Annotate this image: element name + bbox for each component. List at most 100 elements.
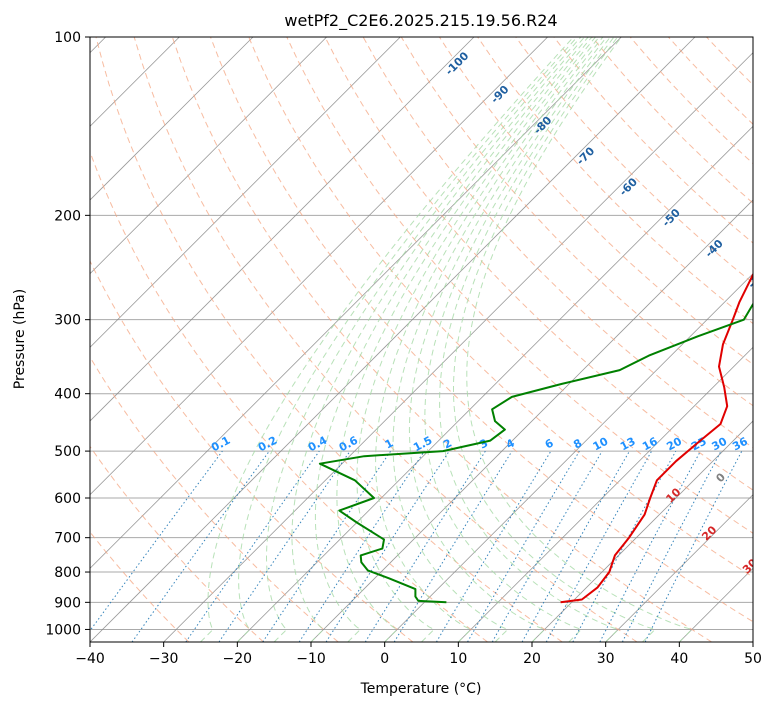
x-tick-label: −20: [223, 651, 253, 667]
dry-adiabat-line: [515, 37, 753, 284]
dry-adiabat-line: [90, 531, 190, 642]
dry-adiabat-line: [324, 37, 753, 491]
mixing-ratio-line: [435, 450, 552, 642]
mixing-ratio-label: 30: [710, 435, 730, 454]
x-tick-label: 30: [597, 651, 615, 667]
adiabat-label: -100: [443, 49, 472, 78]
mixing-ratio-line: [325, 450, 450, 642]
dry-adiabat-line: [90, 445, 264, 642]
mixing-ratio-label: 16: [640, 435, 660, 454]
dry-adiabat-line: [95, 37, 563, 642]
moist-adiabat-line: [236, 37, 578, 642]
y-tick-label: 800: [54, 565, 81, 581]
adiabat-label: -90: [488, 83, 511, 106]
y-tick-label: 600: [54, 491, 81, 507]
moist-adiabat-line: [200, 37, 574, 642]
dry-adiabat-line: [133, 37, 638, 642]
y-tick-label: 700: [54, 531, 81, 547]
moist-adiabat-line: [266, 37, 582, 642]
x-axis-label: Temperature (°C): [360, 681, 482, 697]
mixing-ratio-label: 6: [543, 436, 556, 451]
dry-adiabat-line: [210, 37, 753, 623]
y-tick-label: 200: [54, 208, 81, 224]
x-tick-label: 50: [744, 651, 762, 667]
isotherm-line: [752, 641, 753, 642]
mixing-ratio-label: 20: [664, 435, 684, 454]
mixing-ratio-line: [262, 450, 392, 642]
chart-title: wetPf2_C2E6.2025.215.19.56.R24: [284, 11, 557, 31]
mixing-ratio-line: [185, 450, 320, 642]
x-tick-label: −30: [149, 651, 179, 667]
x-tick-label: 0: [380, 651, 389, 667]
background-lines: [90, 37, 753, 642]
dry-adiabat-line: [90, 356, 339, 642]
mixing-ratio-label: 36: [730, 435, 750, 454]
moist-adiabat-line: [291, 37, 585, 642]
mixing-ratio-label: 4: [504, 436, 517, 451]
x-tick-label: −10: [296, 651, 326, 667]
x-tick-label: 10: [449, 651, 467, 667]
isotherm-line: [384, 273, 753, 642]
mixing-ratio-line: [218, 450, 351, 642]
dewpoint-line: [318, 302, 753, 604]
y-tick-label: 1000: [45, 622, 81, 638]
dry-adiabat-line: [706, 37, 753, 86]
y-tick-label: 500: [54, 444, 81, 460]
mixing-ratio-label: 25: [689, 435, 709, 454]
isotherm-line: [458, 346, 753, 642]
x-tick-label: 20: [523, 651, 541, 667]
moist-adiabat-line: [392, 37, 604, 642]
isotherm-line: [90, 37, 696, 642]
y-tick-label: 400: [54, 387, 81, 403]
moist-adiabat-line: [408, 37, 607, 642]
isotherm-line: [237, 125, 753, 642]
profile-series: [318, 272, 753, 604]
y-axis-label: Pressure (hPa): [12, 289, 28, 389]
moist-adiabat-line: [314, 37, 589, 642]
dry-adiabat-line: [90, 150, 488, 642]
isotherm-line: [90, 37, 254, 201]
adiabat-label: -70: [574, 144, 597, 167]
moist-adiabat-line: [375, 37, 600, 642]
moist-adiabat-line: [466, 37, 693, 642]
adiabat-label: 10: [664, 485, 684, 505]
adiabat-label: -30: [745, 268, 768, 291]
mixing-ratio-line: [572, 450, 677, 642]
y-tick-label: 900: [54, 595, 81, 611]
isotherm-line: [531, 420, 753, 642]
dry-adiabat-line: [90, 259, 414, 642]
mixing-ratio-line: [521, 450, 630, 642]
adiabat-label: 0: [713, 470, 728, 485]
adiabat-label: 30: [740, 556, 760, 576]
axes: −40 −30 −20 −10 0 10 20 30 40 5010020030040050060…: [45, 30, 762, 667]
mixing-ratio-line: [393, 450, 513, 642]
dry-adiabat-line: [477, 37, 753, 325]
mixing-ratio-line: [467, 450, 580, 642]
y-tick-label: 300: [54, 313, 81, 329]
moist-adiabat-line: [356, 37, 596, 642]
y-tick-label: 100: [54, 30, 81, 46]
dry-adiabat-line: [591, 37, 753, 204]
dry-adiabat-line: [248, 37, 753, 578]
isotherm-line: [90, 37, 475, 422]
moist-adiabat-line: [439, 37, 620, 642]
x-tick-label: 40: [670, 651, 688, 667]
isotherm-line: [90, 37, 327, 275]
dry-adiabat-line: [553, 37, 753, 244]
adiabat-label: -50: [660, 206, 683, 229]
mixing-ratio-line: [644, 450, 743, 642]
temperature-line: [560, 272, 753, 604]
isotherm-line: [605, 494, 753, 642]
mixing-ratio-line: [131, 450, 270, 642]
moist-adiabat-line: [453, 37, 657, 642]
isotherm-line: [679, 567, 753, 642]
isotherm-line: [90, 37, 401, 348]
adiabat-label: -40: [703, 237, 726, 260]
mixing-ratio-label: 10: [591, 435, 611, 454]
x-tick-label: −40: [75, 651, 105, 667]
inline-labels: 0.1 0.2 0.4 0.6 1 1.5 2 3 4 6 8 10 13 16 20 25 30 36-100-…: [209, 49, 768, 576]
isotherm-line: [163, 52, 753, 642]
isotherm-line: [90, 37, 548, 496]
dry-adiabat-line: [286, 37, 753, 534]
